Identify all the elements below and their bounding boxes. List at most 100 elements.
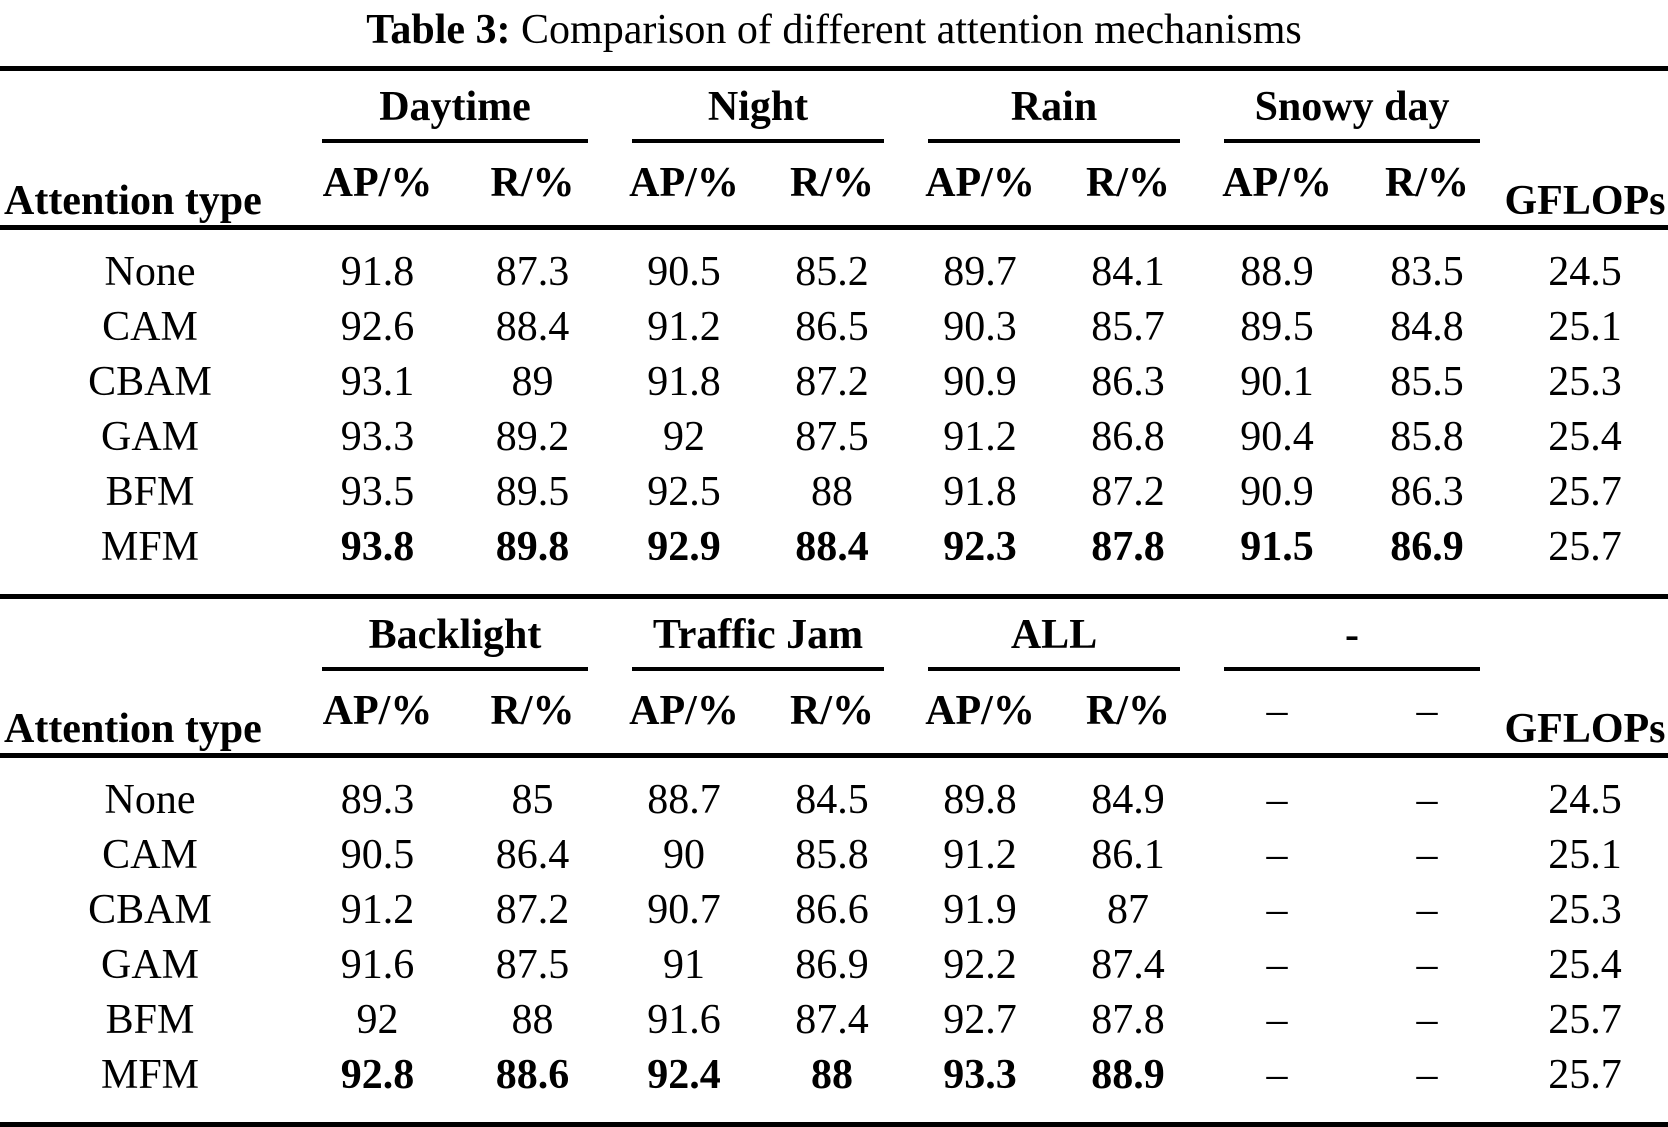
data-cell: 92.2 bbox=[943, 941, 1017, 988]
data-cell: 90.5 bbox=[340, 831, 415, 878]
subheader-daytime-r: R/% bbox=[455, 143, 610, 230]
data-cell: 86.3 bbox=[1091, 358, 1165, 405]
data-cell: 87 bbox=[1107, 886, 1150, 933]
gflops-cell: 25.3 bbox=[1548, 358, 1622, 405]
subheader-daytime-ap: AP/% bbox=[300, 143, 455, 230]
row-label: CAM bbox=[102, 831, 198, 878]
data-cell: 90.9 bbox=[1240, 468, 1314, 515]
data-cell: 86.9 bbox=[795, 941, 869, 988]
data-cell: 89 bbox=[511, 358, 554, 405]
group-header-snowy-day: Snowy day bbox=[1202, 69, 1502, 143]
row-label: CBAM bbox=[88, 886, 212, 933]
table-row-bfm: BFM 93.5 89.5 92.5 88 91.8 87.2 90.9 86.… bbox=[0, 464, 1668, 519]
row-label: BFM bbox=[105, 468, 195, 515]
group-header-traffic-jam: Traffic Jam bbox=[610, 594, 907, 671]
table-row-gam: GAM 91.6 87.5 91 86.9 92.2 87.4 – – 25.4 bbox=[0, 937, 1668, 992]
data-cell: 86.3 bbox=[1390, 468, 1464, 515]
data-cell: 91.6 bbox=[340, 941, 415, 988]
data-cell: 84.5 bbox=[795, 776, 869, 823]
data-cell: 93.3 bbox=[943, 1051, 1017, 1098]
data-cell: 88 bbox=[811, 468, 853, 515]
data-cell: 91 bbox=[663, 941, 705, 988]
gflops-cell: 25.4 bbox=[1548, 413, 1622, 460]
data-cell: 88.4 bbox=[495, 303, 570, 350]
data-cell: 88 bbox=[811, 1051, 853, 1098]
section1-sub-header-row: AP/% R/% AP/% R/% AP/% R/% AP/% R/% bbox=[0, 143, 1668, 230]
table-row-cbam: CBAM 91.2 87.2 90.7 86.6 91.9 87 – – 25.… bbox=[0, 882, 1668, 937]
data-cell-dash: – bbox=[1266, 831, 1288, 878]
group-header-backlight: Backlight bbox=[300, 594, 610, 671]
gflops-cell: 24.5 bbox=[1548, 248, 1622, 295]
row-label: GAM bbox=[100, 413, 199, 460]
data-cell: 90.5 bbox=[647, 248, 721, 295]
subheader-night-ap: AP/% bbox=[610, 143, 758, 230]
data-cell: 90.9 bbox=[943, 358, 1017, 405]
data-cell: 89.3 bbox=[340, 776, 415, 823]
data-cell: 87.2 bbox=[1091, 468, 1165, 515]
group-header-rain: Rain bbox=[906, 69, 1202, 143]
table-row-cbam: CBAM 93.1 89 91.8 87.2 90.9 86.3 90.1 85… bbox=[0, 354, 1668, 409]
data-cell: 91.2 bbox=[943, 831, 1017, 878]
data-cell: 90.7 bbox=[647, 886, 721, 933]
data-cell: 92.4 bbox=[647, 1051, 721, 1098]
data-cell-dash: – bbox=[1416, 941, 1438, 988]
gflops-cell: 25.7 bbox=[1548, 1051, 1622, 1098]
data-cell: 93.3 bbox=[340, 413, 415, 460]
table-row-mfm: MFM 92.8 88.6 92.4 88 93.3 88.9 – – 25.7 bbox=[0, 1047, 1668, 1125]
gflops-cell: 25.1 bbox=[1548, 303, 1622, 350]
data-cell: 86.9 bbox=[1390, 523, 1464, 570]
data-cell-dash: – bbox=[1266, 1051, 1288, 1098]
subheader-all-ap: AP/% bbox=[906, 671, 1055, 758]
row-label: BFM bbox=[105, 996, 195, 1043]
row-label: MFM bbox=[100, 523, 200, 570]
data-cell: 91.9 bbox=[943, 886, 1017, 933]
attention-type-header: Attention type bbox=[0, 594, 300, 758]
table-row-gam: GAM 93.3 89.2 92 87.5 91.2 86.8 90.4 85.… bbox=[0, 409, 1668, 464]
data-cell: 87.8 bbox=[1091, 523, 1165, 570]
data-cell-dash: – bbox=[1416, 1051, 1438, 1098]
subheader-night-r: R/% bbox=[758, 143, 907, 230]
data-cell: 88.9 bbox=[1091, 1051, 1165, 1098]
data-cell: 84.9 bbox=[1091, 776, 1165, 823]
data-cell: 91.8 bbox=[943, 468, 1017, 515]
data-cell: 87.5 bbox=[795, 413, 869, 460]
subheader-rain-ap: AP/% bbox=[906, 143, 1055, 230]
data-cell-dash: – bbox=[1416, 776, 1438, 823]
gflops-cell: 24.5 bbox=[1548, 776, 1622, 823]
data-cell-dash: – bbox=[1266, 776, 1288, 823]
data-cell-dash: – bbox=[1416, 831, 1438, 878]
data-cell: 91.2 bbox=[340, 886, 415, 933]
row-label: CBAM bbox=[88, 358, 212, 405]
data-cell: 85 bbox=[511, 776, 554, 823]
gflops-cell: 25.7 bbox=[1548, 468, 1622, 515]
data-cell: 90.3 bbox=[943, 303, 1017, 350]
subheader-backlight-ap: AP/% bbox=[300, 671, 455, 758]
subheader-backlight-r: R/% bbox=[455, 671, 610, 758]
data-cell: 86.6 bbox=[795, 886, 869, 933]
data-cell: 92.7 bbox=[943, 996, 1017, 1043]
data-cell: 89.5 bbox=[495, 468, 570, 515]
data-cell: 93.5 bbox=[340, 468, 415, 515]
section2-group-header-row: Attention type Backlight Traffic Jam ALL… bbox=[0, 594, 1668, 758]
data-cell: 86.1 bbox=[1091, 831, 1165, 878]
data-cell: 91.2 bbox=[943, 413, 1017, 460]
subheader-trafficjam-r: R/% bbox=[758, 671, 907, 758]
data-cell-dash: – bbox=[1266, 886, 1288, 933]
data-cell: 91.8 bbox=[647, 358, 721, 405]
data-cell: 92.8 bbox=[340, 1051, 415, 1098]
gflops-cell: 25.4 bbox=[1548, 941, 1622, 988]
data-cell-dash: – bbox=[1266, 996, 1288, 1043]
attention-type-header: Attention type bbox=[0, 68, 300, 230]
subheader-snowy-r: R/% bbox=[1352, 143, 1503, 230]
subheader-empty-dash: – bbox=[1352, 671, 1503, 758]
row-label: None bbox=[104, 248, 196, 295]
data-cell: 87.5 bbox=[495, 941, 570, 988]
data-cell: 91.5 bbox=[1240, 523, 1314, 570]
data-cell: 87.2 bbox=[495, 886, 570, 933]
data-cell: 83.5 bbox=[1390, 248, 1464, 295]
gflops-cell: 25.7 bbox=[1548, 523, 1622, 570]
subheader-rain-r: R/% bbox=[1054, 143, 1203, 230]
data-cell: 89.7 bbox=[943, 248, 1017, 295]
data-cell: 86.5 bbox=[795, 303, 869, 350]
data-cell: 85.8 bbox=[1390, 413, 1464, 460]
